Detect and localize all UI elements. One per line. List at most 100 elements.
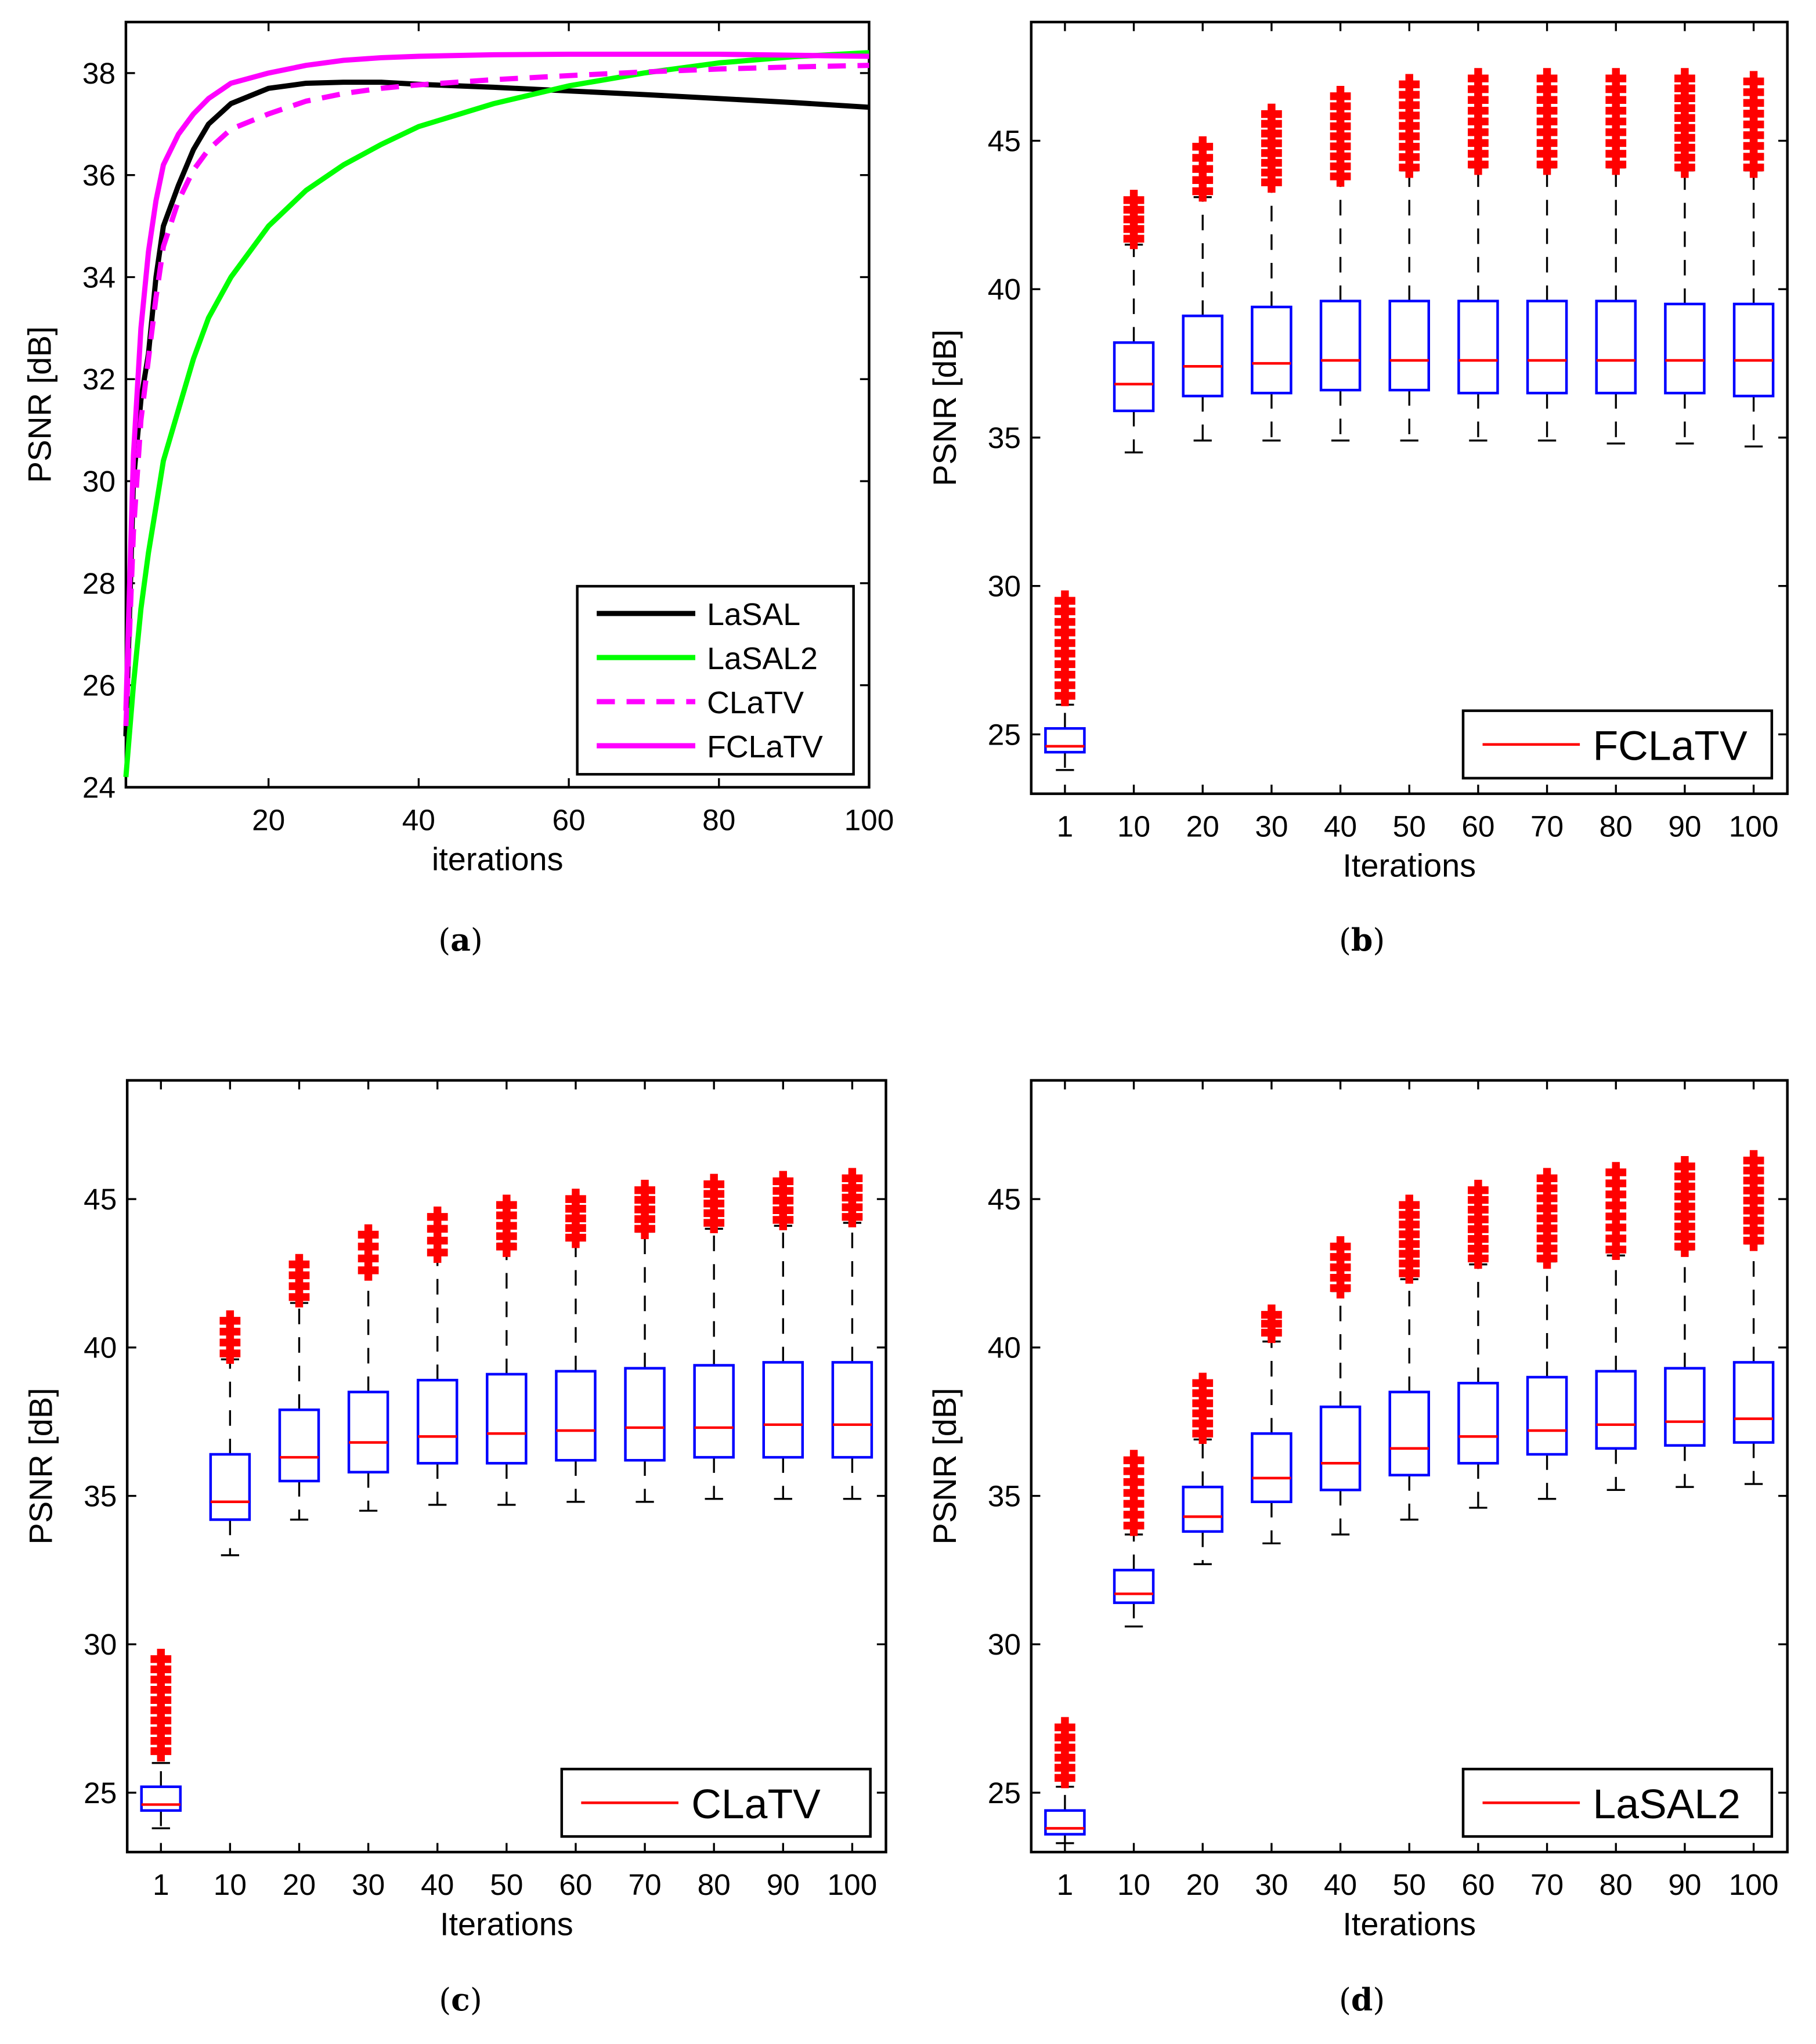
- legend-label: LaSAL: [707, 597, 800, 632]
- x-tick-label: 1: [153, 1868, 169, 1901]
- box-iqr: [347, 1391, 389, 1474]
- y-tick-label: 30: [988, 569, 1021, 603]
- legend: CLaTV: [560, 1767, 872, 1838]
- legend-label: FCLaTV: [707, 730, 823, 764]
- legend-label: CLaTV: [691, 1781, 821, 1828]
- x-tick-label: 80: [698, 1868, 731, 1901]
- x-tick-label: 50: [1393, 809, 1426, 843]
- x-tick-label: 20: [1186, 1868, 1219, 1901]
- y-tick-label: 28: [82, 566, 115, 600]
- box-10: [209, 1310, 251, 1557]
- box-70: [1526, 68, 1568, 442]
- y-tick-label: 35: [988, 1479, 1021, 1512]
- box-iqr: [1526, 299, 1568, 395]
- box-iqr: [1595, 299, 1637, 395]
- x-tick-label: 80: [702, 803, 735, 836]
- x-tick-label: 40: [421, 1868, 454, 1901]
- x-tick-label: 90: [1668, 1868, 1701, 1901]
- legend-label: LaSAL2: [707, 641, 818, 676]
- box-100: [831, 1168, 873, 1500]
- y-tick-label: 25: [988, 1776, 1021, 1810]
- caption-letter: d: [1351, 1981, 1373, 2018]
- y-tick-label: 25: [988, 717, 1021, 751]
- x-tick-label: 10: [214, 1868, 247, 1901]
- box-iqr: [140, 1785, 182, 1812]
- x-tick-label: 40: [402, 803, 435, 836]
- x-axis-label: Iterations: [1342, 1905, 1476, 1942]
- box-40: [1319, 1236, 1362, 1536]
- x-tick-label: 80: [1600, 809, 1633, 843]
- box-iqr: [1388, 1391, 1430, 1476]
- outlier-marker: [565, 1189, 586, 1210]
- outlier-marker: [1605, 68, 1627, 89]
- panel-c: 25 30 35 40 45 1 10 20 30 40 50 60 70 80 90 100 Iteratio…: [23, 1079, 887, 2018]
- x-tick-label: 50: [1393, 1868, 1426, 1901]
- caption-paren: (: [1339, 1981, 1351, 2018]
- box-iqr: [1664, 1367, 1706, 1447]
- x-tick-label: 10: [1117, 1868, 1150, 1901]
- box-90: [1664, 68, 1706, 445]
- outlier-marker: [1192, 1373, 1214, 1394]
- box-iqr: [831, 1361, 873, 1459]
- x-tick-label: 70: [628, 1868, 661, 1901]
- y-tick-label: 35: [988, 421, 1021, 454]
- panel-caption: (b): [1339, 922, 1385, 958]
- outlier-marker: [634, 1179, 655, 1201]
- outlier-marker: [358, 1224, 379, 1245]
- box-iqr: [1319, 1405, 1362, 1492]
- outlier-marker: [1674, 68, 1695, 89]
- panel-caption: (d): [1339, 1981, 1385, 2018]
- outlier-marker: [1743, 1150, 1764, 1171]
- y-tick-label: 45: [988, 124, 1021, 157]
- x-tick-label: 60: [552, 803, 585, 836]
- box-60: [555, 1189, 597, 1503]
- box-50: [1388, 74, 1430, 442]
- x-tick-label: 100: [828, 1868, 878, 1901]
- caption-paren: ): [1373, 922, 1385, 958]
- y-tick-label: 30: [82, 464, 115, 498]
- panel-a: 24 26 28 30 32 34 36 38 20 40 60 80 100 iterations PSN…: [21, 20, 894, 958]
- plot-area: [124, 20, 871, 789]
- box-60: [1457, 1179, 1499, 1509]
- box-iqr: [416, 1378, 458, 1465]
- x-tick-label: 10: [1117, 809, 1150, 843]
- x-tick-label: 100: [1729, 809, 1779, 843]
- x-axis-label: iterations: [432, 841, 564, 877]
- box-40: [416, 1206, 458, 1506]
- caption-paren: ): [1373, 1981, 1385, 2018]
- series-line-clatv: [123, 63, 869, 727]
- x-tick-label: 100: [1729, 1868, 1779, 1901]
- y-tick-label: 36: [82, 158, 115, 192]
- box-50: [1388, 1194, 1430, 1521]
- box-20: [278, 1254, 320, 1521]
- box-1: [1044, 590, 1086, 771]
- box-iqr: [1182, 315, 1223, 398]
- box-iqr: [278, 1409, 320, 1483]
- box-iqr: [1732, 1361, 1775, 1444]
- x-tick-label: 60: [1461, 1868, 1494, 1901]
- box-80: [1595, 1162, 1637, 1491]
- box-iqr: [1526, 1375, 1568, 1456]
- x-tick-label: 70: [1530, 1868, 1564, 1901]
- outlier-marker: [1330, 85, 1351, 107]
- outlier-marker: [150, 1648, 172, 1670]
- outlier-marker: [1674, 1155, 1695, 1177]
- x-axis-label: Iterations: [440, 1905, 573, 1942]
- box-iqr: [209, 1453, 251, 1521]
- y-axis-label: PSNR [dB]: [23, 1388, 59, 1544]
- y-tick-label: 40: [988, 1331, 1021, 1364]
- x-tick-label: 30: [1255, 809, 1288, 843]
- x-tick-label: 40: [1324, 809, 1357, 843]
- y-tick-label: 24: [82, 770, 115, 804]
- box-iqr: [1457, 299, 1499, 395]
- x-tick-label: 1: [1057, 809, 1074, 843]
- caption-paren: (: [1339, 922, 1351, 958]
- caption-letter: b: [1351, 922, 1373, 958]
- box-iqr: [1182, 1485, 1223, 1533]
- box-iqr: [1319, 299, 1362, 392]
- outlier-marker: [1536, 1168, 1558, 1189]
- outlier-marker: [703, 1173, 725, 1195]
- x-tick-label: 20: [252, 803, 285, 836]
- outlier-marker: [1261, 103, 1282, 125]
- box-1: [1044, 1717, 1086, 1844]
